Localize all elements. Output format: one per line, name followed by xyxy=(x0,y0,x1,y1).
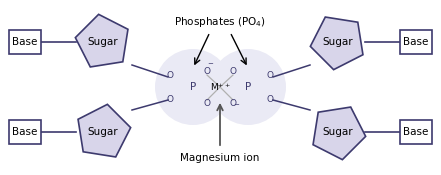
Text: P: P xyxy=(245,82,251,92)
FancyBboxPatch shape xyxy=(9,30,41,54)
Text: M$^{++}$: M$^{++}$ xyxy=(209,81,231,93)
Text: Sugar: Sugar xyxy=(323,37,353,47)
Polygon shape xyxy=(313,107,366,160)
Circle shape xyxy=(210,49,286,125)
Text: −: − xyxy=(233,102,239,108)
Text: Sugar: Sugar xyxy=(323,127,353,137)
Text: O: O xyxy=(229,99,236,107)
Text: O: O xyxy=(167,96,173,104)
Text: Sugar: Sugar xyxy=(88,127,118,137)
Text: P: P xyxy=(190,82,196,92)
Text: O: O xyxy=(266,96,273,104)
Text: −: − xyxy=(207,61,213,67)
Text: Base: Base xyxy=(12,37,37,47)
Polygon shape xyxy=(310,17,363,70)
Text: O: O xyxy=(266,72,273,80)
Text: Base: Base xyxy=(12,127,37,137)
FancyBboxPatch shape xyxy=(400,120,432,144)
Text: Sugar: Sugar xyxy=(88,37,118,47)
FancyBboxPatch shape xyxy=(400,30,432,54)
FancyBboxPatch shape xyxy=(9,120,41,144)
Polygon shape xyxy=(78,104,131,157)
Text: O: O xyxy=(203,68,210,76)
Text: O: O xyxy=(203,99,210,107)
Text: Base: Base xyxy=(404,37,429,47)
Circle shape xyxy=(155,49,231,125)
Text: Magnesium ion: Magnesium ion xyxy=(180,153,260,163)
Text: O: O xyxy=(167,72,173,80)
Text: Base: Base xyxy=(404,127,429,137)
Polygon shape xyxy=(75,14,128,67)
Text: O: O xyxy=(229,68,236,76)
Text: Phosphates (PO$_4$): Phosphates (PO$_4$) xyxy=(174,15,266,29)
